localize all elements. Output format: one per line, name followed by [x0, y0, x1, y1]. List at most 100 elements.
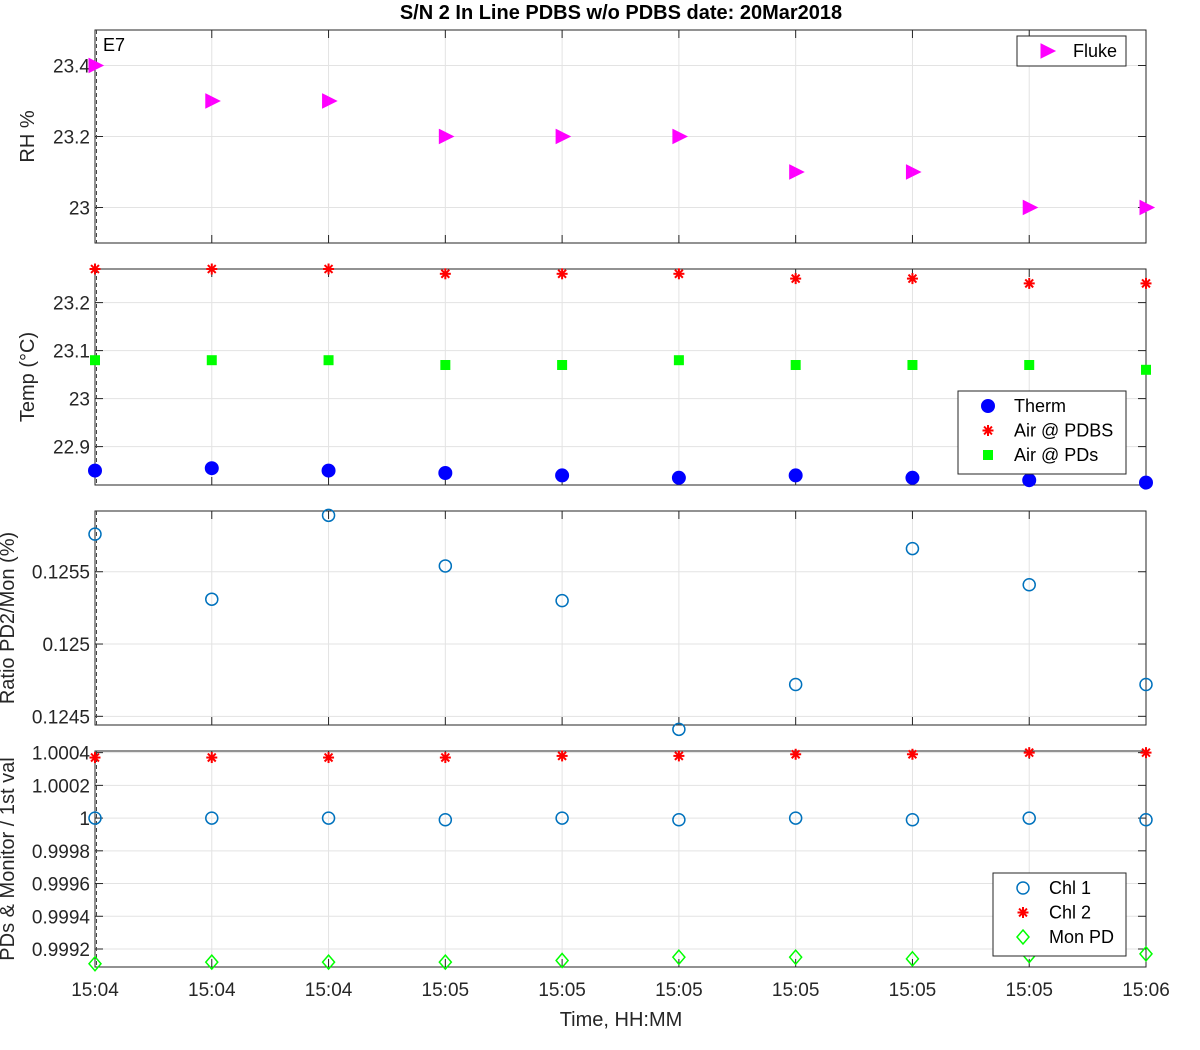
data-point [440, 360, 451, 370]
y-tick-label: 0.1245 [32, 707, 90, 728]
panel-temp: 22.9 23 23.1 23.2 Temp (°C) Therm Air @ PDBS Ai… [17, 263, 1153, 490]
data-point [205, 811, 219, 825]
y-tick-label: 23 [69, 199, 90, 220]
data-point [672, 812, 686, 827]
series-chl-2 [89, 747, 1152, 764]
data-point [1023, 747, 1035, 759]
data-point [671, 470, 686, 485]
data-point [321, 811, 336, 825]
y-tick-label: 0.125 [42, 635, 90, 656]
data-point [321, 508, 336, 523]
data-point [323, 355, 334, 366]
axes-box [94, 750, 1147, 968]
chart-title: S/N 2 In Line PDBS w/o PDBS date: 20Mar2… [400, 2, 842, 24]
data-point [788, 677, 803, 692]
y-tick-label: 23.1 [53, 342, 90, 363]
data-point [1022, 199, 1039, 216]
data-point [1139, 475, 1153, 490]
data-point [206, 355, 217, 366]
x-axis-label: Time, HH:MM [560, 1009, 683, 1031]
y-tick-label: 0.1255 [32, 563, 90, 584]
x-tick-label: 15:05 [538, 980, 586, 1001]
data-point [555, 811, 569, 825]
series-chl-1 [88, 811, 1153, 827]
data-point [439, 268, 451, 280]
y-tick-label: 23.2 [53, 128, 90, 149]
legend-entry: Air @ PDBS [1014, 421, 1113, 441]
legend: Chl 1 Chl 2 Mon PD [992, 872, 1127, 957]
y-tick-label: 22.9 [53, 438, 90, 459]
data-point [790, 360, 801, 370]
data-point [1139, 199, 1156, 216]
x-tick-label: 15:04 [71, 980, 119, 1001]
data-point [788, 468, 803, 483]
data-point [439, 752, 451, 764]
data-point [673, 268, 685, 280]
data-point [556, 268, 568, 280]
data-point [905, 812, 920, 827]
series-ratio [88, 508, 1153, 737]
legend: Therm Air @ PDBS Air @ PDs [957, 390, 1127, 475]
x-tick-label: 15:05 [1005, 980, 1053, 1001]
data-point [906, 273, 918, 285]
data-point [206, 752, 218, 764]
data-point [89, 752, 101, 764]
data-point [438, 559, 453, 573]
y-tick-label: 0.9996 [32, 875, 90, 896]
data-point [788, 811, 803, 825]
data-point [1022, 577, 1036, 592]
legend-marker [1016, 881, 1030, 895]
data-point [205, 592, 219, 606]
x-tick-label: 15:06 [1122, 980, 1170, 1001]
data-point [672, 128, 689, 145]
data-point [555, 468, 570, 483]
data-point [88, 463, 102, 478]
y-tick-label: 23.4 [53, 57, 90, 78]
legend-entry: Chl 2 [1049, 903, 1091, 923]
data-point [905, 164, 922, 180]
data-point [905, 950, 920, 967]
data-point [1139, 812, 1153, 827]
data-point [206, 263, 218, 275]
series-air-pdbs [89, 263, 1152, 289]
legend-entry: Air @ PDs [1014, 445, 1098, 465]
data-point [672, 722, 686, 737]
data-point [322, 93, 338, 109]
data-point [1139, 677, 1153, 692]
data-point [1139, 945, 1153, 963]
data-point [1023, 277, 1035, 289]
data-point [1140, 747, 1152, 759]
data-point [321, 463, 336, 478]
legend-marker [1016, 928, 1030, 946]
data-point [323, 263, 335, 275]
data-point [1022, 811, 1036, 825]
y-tick-label: 23 [69, 390, 90, 411]
data-point [438, 128, 455, 145]
x-tick-label: 15:05 [772, 980, 820, 1001]
series-air-pds [90, 355, 1151, 375]
panel-annotation: E7 [103, 35, 125, 55]
data-point [205, 93, 221, 109]
y-tick-label: 1.0002 [32, 776, 90, 797]
y-tick-label: 23.2 [53, 294, 90, 315]
data-point [555, 952, 570, 969]
y-tick-label: 1.0004 [32, 744, 91, 765]
data-point [555, 128, 572, 145]
x-tick-label: 15:05 [889, 980, 937, 1001]
panel-ratio: 0.1245 0.125 0.1255 Ratio PD2/Mon (%) [0, 508, 1153, 737]
legend-box [1016, 35, 1127, 67]
legend-entry: Therm [1014, 396, 1066, 416]
data-point [905, 470, 920, 485]
data-point [438, 812, 453, 827]
data-point [790, 273, 802, 285]
legend-marker [1040, 43, 1057, 59]
y-tick-label: 0.9994 [32, 907, 91, 928]
data-point [1022, 473, 1037, 488]
data-point [907, 360, 918, 370]
data-point [88, 955, 102, 972]
y-axis-label: Ratio PD2/Mon (%) [0, 532, 19, 704]
data-point [89, 263, 101, 275]
y-tick-label: 1 [79, 809, 90, 830]
axes-box [94, 510, 1147, 726]
